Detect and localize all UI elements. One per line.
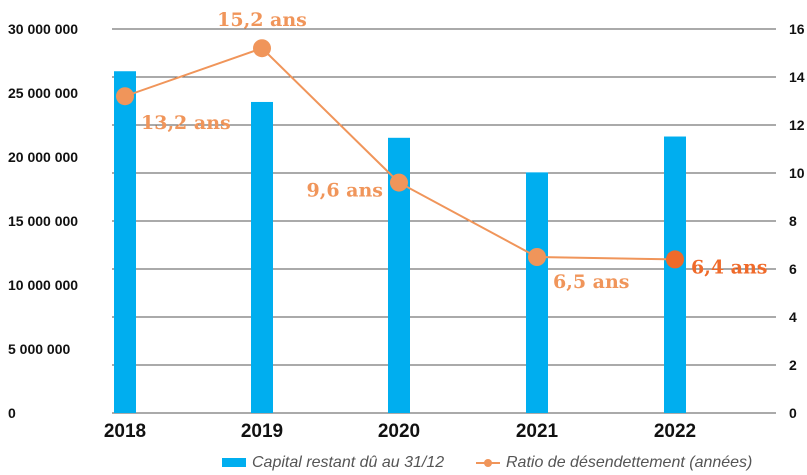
bar-series: [114, 71, 686, 414]
x-tick-label: 2021: [516, 421, 559, 442]
bar-2022: [664, 136, 686, 413]
data-labels: 13,2 ans 15,2 ans 9,6 ans 6,5 ans 6,4 ans: [141, 9, 768, 293]
y-right-tick-label: 8: [789, 213, 797, 229]
y-left-tick-label: 20 000 000: [8, 149, 78, 165]
x-tick-label: 2019: [241, 421, 283, 442]
ratio-point-2021: [528, 248, 546, 266]
y-right-tick-label: 10: [789, 165, 805, 181]
ratio-point-2018: [116, 87, 134, 106]
left-axis-ticks: 0 5 000 000 10 000 000 15 000 000 20 000 000…: [8, 21, 78, 421]
ratio-label-2021: 6,5 ans: [553, 271, 630, 293]
y-left-tick-label: 0: [8, 405, 16, 421]
right-axis-ticks: 0 2 4 6 8 10 12 14 16: [789, 21, 805, 421]
y-right-tick-label: 6: [789, 261, 797, 277]
y-right-tick-label: 2: [789, 357, 797, 373]
y-left-tick-label: 30 000 000: [8, 21, 78, 37]
y-left-tick-label: 5 000 000: [8, 341, 70, 357]
legend-bar-swatch: [222, 458, 246, 467]
ratio-point-2022: [666, 250, 684, 269]
y-left-tick-label: 15 000 000: [8, 213, 78, 229]
legend: Capital restant dû au 31/12 Ratio de dés…: [222, 454, 752, 471]
y-right-tick-label: 14: [789, 69, 805, 85]
x-axis-ticks: 2018 2019 2020 2021 2022: [104, 421, 696, 442]
y-right-tick-label: 12: [789, 117, 805, 133]
gridlines: [112, 28, 776, 414]
x-tick-label: 2022: [654, 421, 696, 442]
ratio-point-2020: [390, 173, 408, 192]
bar-2020: [388, 137, 410, 414]
x-tick-label: 2020: [378, 421, 420, 442]
ratio-label-2020: 9,6 ans: [307, 180, 384, 202]
legend-line-marker: [484, 459, 492, 467]
bar-2019: [251, 101, 273, 414]
legend-bar-label: Capital restant dû au 31/12: [252, 454, 444, 471]
line-points: [116, 39, 684, 269]
y-left-tick-label: 25 000 000: [8, 85, 78, 101]
bar-2021: [526, 172, 548, 413]
y-right-tick-label: 0: [789, 405, 797, 421]
y-right-tick-label: 16: [789, 21, 805, 37]
x-tick-label: 2018: [104, 421, 146, 442]
ratio-label-2022: 6,4 ans: [691, 256, 768, 278]
y-left-tick-label: 10 000 000: [8, 277, 78, 293]
ratio-point-2019: [253, 39, 271, 58]
ratio-label-2018: 13,2 ans: [141, 112, 231, 134]
y-right-tick-label: 4: [789, 309, 797, 325]
bar-2018: [114, 71, 136, 414]
ratio-label-2019: 15,2 ans: [217, 9, 307, 31]
legend-line-label: Ratio de désendettement (années): [506, 454, 752, 471]
